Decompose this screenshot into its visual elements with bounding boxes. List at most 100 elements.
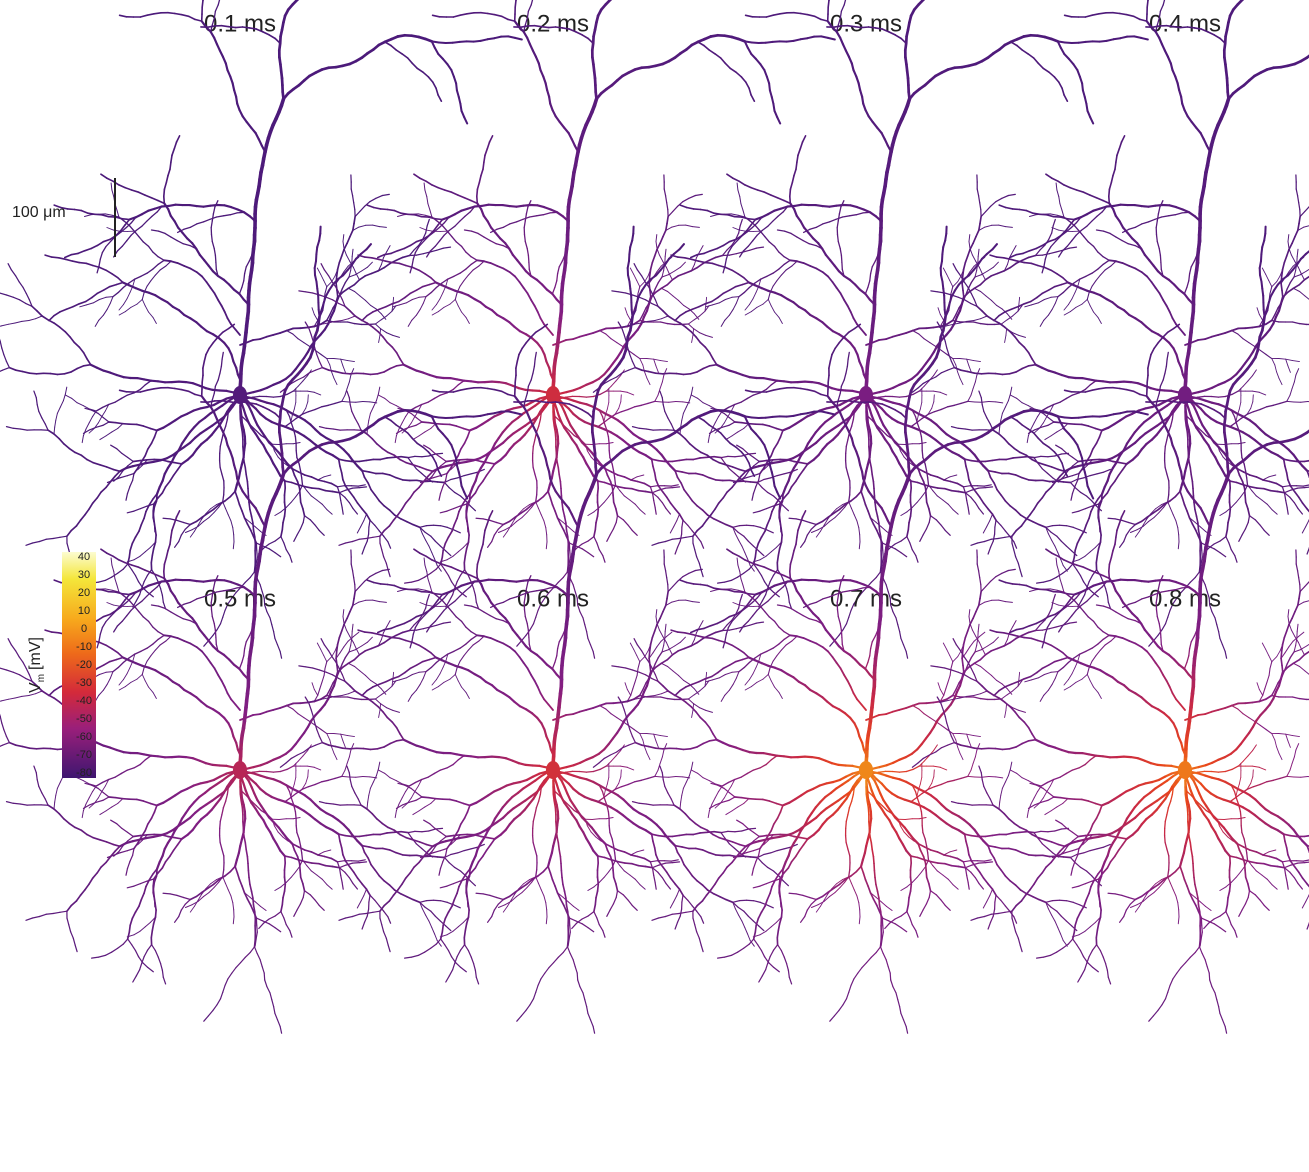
neurite xyxy=(843,216,850,217)
neurite xyxy=(991,300,996,305)
neurite xyxy=(151,198,158,201)
neurite xyxy=(904,645,907,652)
neurite xyxy=(1279,378,1282,384)
neurite xyxy=(497,227,504,229)
neurite xyxy=(919,443,926,444)
neurite xyxy=(285,509,286,516)
neurite xyxy=(370,520,375,525)
neurite xyxy=(1109,189,1110,196)
neurite xyxy=(1090,306,1093,312)
neurite xyxy=(444,247,451,248)
neurite xyxy=(102,411,106,417)
neurite xyxy=(354,203,355,210)
neurite xyxy=(423,285,430,287)
neurite xyxy=(862,27,869,28)
neurite xyxy=(931,475,938,477)
neurite xyxy=(23,287,26,293)
neurite xyxy=(431,536,436,541)
neurite xyxy=(953,510,958,515)
neurite xyxy=(490,136,493,142)
neurite xyxy=(496,244,503,246)
neurite xyxy=(89,417,92,423)
neurite xyxy=(1212,335,1219,337)
neurite xyxy=(365,300,370,305)
neurite xyxy=(368,483,371,489)
neurite xyxy=(663,492,667,498)
neurite xyxy=(1098,317,1101,323)
neurite xyxy=(153,252,158,257)
neurite xyxy=(680,434,685,439)
neurite xyxy=(155,528,156,535)
neurite xyxy=(356,274,359,280)
neurite xyxy=(927,502,929,509)
neurite xyxy=(784,493,789,498)
neurite xyxy=(756,226,761,231)
neurite xyxy=(736,297,739,304)
neurite xyxy=(455,221,460,226)
neurite xyxy=(1044,297,1051,299)
neurite xyxy=(1120,14,1127,15)
neurite xyxy=(183,244,190,246)
neurite xyxy=(656,288,662,292)
neurite xyxy=(321,264,324,270)
neurite xyxy=(192,526,198,529)
neurite xyxy=(202,277,206,283)
neurite xyxy=(990,514,993,520)
neurite xyxy=(389,520,393,526)
neurite xyxy=(215,293,218,299)
neurite xyxy=(883,550,884,557)
neurite xyxy=(457,512,459,519)
neurite xyxy=(775,312,780,317)
neurite xyxy=(426,540,429,546)
neurite xyxy=(1061,541,1066,546)
neurite xyxy=(901,553,907,557)
neurite xyxy=(54,434,59,439)
neurite xyxy=(1016,475,1023,478)
neurite xyxy=(287,328,294,330)
neurite xyxy=(431,569,437,573)
neurite xyxy=(1067,526,1074,528)
neurite xyxy=(762,595,765,601)
neurite xyxy=(893,612,896,618)
neurite xyxy=(817,269,823,273)
neurite xyxy=(919,334,924,339)
neurite xyxy=(1140,19,1147,21)
neurite xyxy=(492,535,495,542)
neurite xyxy=(371,305,377,309)
neurite xyxy=(899,333,906,335)
neurite xyxy=(871,577,876,582)
neurite xyxy=(441,457,447,461)
neurite xyxy=(823,222,830,224)
neurite xyxy=(404,245,410,248)
neurite xyxy=(311,496,317,500)
neurite xyxy=(345,277,349,283)
neurite xyxy=(610,529,613,535)
neurite xyxy=(326,297,333,300)
neurite xyxy=(1097,212,1102,217)
neurite xyxy=(556,447,557,454)
neurite xyxy=(968,395,971,401)
neurite xyxy=(391,46,396,51)
neurite xyxy=(1289,249,1291,256)
neurite xyxy=(1245,328,1252,329)
neurite xyxy=(773,104,774,111)
neurite xyxy=(103,309,107,315)
neurite xyxy=(770,426,777,428)
neurite xyxy=(731,214,738,215)
neurite xyxy=(438,95,441,101)
neurite xyxy=(233,542,234,549)
neurite xyxy=(132,537,135,543)
neurite xyxy=(303,516,304,523)
neurite xyxy=(528,293,531,299)
neurite xyxy=(420,303,423,309)
neurite xyxy=(525,235,526,242)
neurite xyxy=(848,306,851,312)
neurite xyxy=(725,297,732,299)
neurite xyxy=(974,322,981,324)
neurite xyxy=(838,242,840,249)
neurite xyxy=(746,82,749,88)
neurite xyxy=(1296,189,1297,196)
neurite xyxy=(896,618,898,625)
neurite xyxy=(756,59,761,64)
neurite xyxy=(1086,273,1092,276)
